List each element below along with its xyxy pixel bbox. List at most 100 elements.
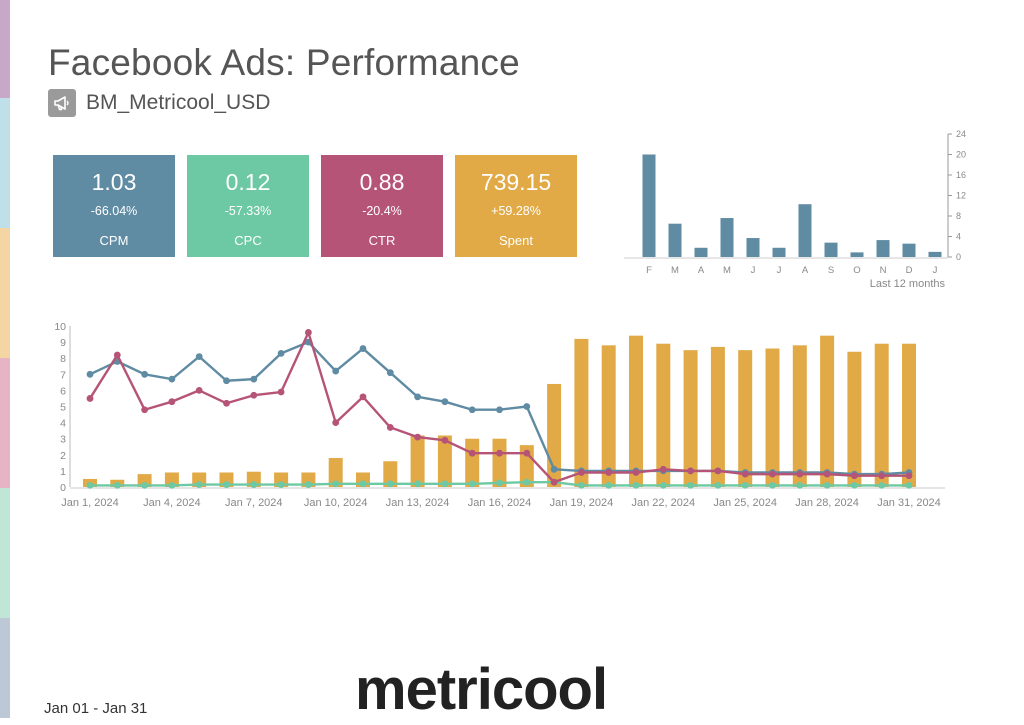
mini-bar xyxy=(824,242,838,257)
daily-bar xyxy=(246,471,261,487)
kpi-value: 0.12 xyxy=(225,169,271,195)
series-point xyxy=(250,481,258,488)
daily-bar xyxy=(902,343,916,487)
series-point xyxy=(305,481,312,488)
series-point xyxy=(113,481,121,489)
series-point xyxy=(496,449,503,457)
series-point xyxy=(305,329,312,336)
kpi-value: 0.88 xyxy=(359,169,405,195)
series-point xyxy=(523,478,531,486)
main-x-tick-label: Jan 25, 2024 xyxy=(713,497,777,509)
main-x-tick-label: Jan 19, 2024 xyxy=(550,497,614,509)
main-y-tick-label: 1 xyxy=(60,466,66,478)
strip-segment-2 xyxy=(0,98,10,228)
kpi-label: Spent xyxy=(499,233,533,248)
series-point xyxy=(769,481,776,489)
kpi-change: +59.28% xyxy=(491,204,541,218)
daily-bar xyxy=(192,472,207,487)
main-x-tick-label: Jan 7, 2024 xyxy=(225,497,283,509)
series-point xyxy=(523,449,531,457)
daily-bar xyxy=(383,461,398,487)
main-x-tick-label: Jan 1, 2024 xyxy=(61,497,119,509)
mini-chart-caption: Last 12 months xyxy=(870,278,946,290)
series-point xyxy=(605,469,613,476)
series-point xyxy=(714,467,722,475)
series-point xyxy=(195,353,203,360)
side-color-strip xyxy=(0,0,10,718)
series-point xyxy=(386,480,394,488)
series-point xyxy=(332,367,340,375)
series-point xyxy=(905,472,913,480)
series-point xyxy=(605,481,613,489)
page-title: Facebook Ads: Performance xyxy=(48,42,520,83)
mini-x-tick-label: A xyxy=(802,265,809,276)
series-point xyxy=(250,375,258,383)
kpi-change: -57.33% xyxy=(224,204,272,218)
series-point xyxy=(168,398,176,406)
series-point xyxy=(878,481,886,489)
mini-y-tick-label: 0 xyxy=(956,252,961,262)
kpi-ctr-card: 0.88 -20.4% CTR xyxy=(321,155,443,257)
mini-bar xyxy=(694,247,708,257)
mini-x-tick-label: N xyxy=(880,265,887,276)
mini-x-tick-label: M xyxy=(671,265,679,276)
series-point xyxy=(168,481,176,489)
series-point xyxy=(741,481,749,489)
daily-bar xyxy=(219,472,234,487)
mini-x-tick-label: F xyxy=(646,265,652,276)
kpi-value: 739.15 xyxy=(480,169,552,195)
series-point xyxy=(496,406,503,414)
account-name: BM_Metricool_USD xyxy=(86,91,271,114)
mini-y-tick-label: 8 xyxy=(956,211,961,221)
mini-bar xyxy=(772,247,786,257)
series-point xyxy=(550,478,558,486)
main-y-tick-label: 0 xyxy=(60,482,66,494)
daily-bar xyxy=(465,438,480,487)
main-x-tick-label: Jan 28, 2024 xyxy=(795,497,859,509)
kpi-change: -20.4% xyxy=(362,204,402,218)
mini-x-tick-label: J xyxy=(933,265,938,276)
mini-y-tick-label: 4 xyxy=(956,232,961,242)
series-point xyxy=(359,345,367,352)
series-point xyxy=(496,479,503,487)
series-point xyxy=(823,481,831,489)
series-point xyxy=(441,398,449,406)
main-y-tick-label: 5 xyxy=(60,402,66,414)
main-y-tick-label: 6 xyxy=(60,385,66,397)
series-point xyxy=(195,481,203,488)
series-point xyxy=(659,465,667,473)
main-x-tick-label: Jan 22, 2024 xyxy=(631,497,695,509)
series-point xyxy=(441,436,449,444)
series-point xyxy=(277,388,285,396)
mini-x-tick-label: S xyxy=(828,265,834,276)
strip-segment-6 xyxy=(0,618,10,718)
series-point xyxy=(277,349,285,357)
series-point xyxy=(905,481,913,489)
series-point xyxy=(632,469,640,476)
mini-y-tick-label: 20 xyxy=(956,150,966,160)
series-point xyxy=(113,351,121,359)
kpi-change: -66.04% xyxy=(90,204,138,218)
main-x-tick-label: Jan 13, 2024 xyxy=(386,497,450,509)
series-point xyxy=(414,433,421,441)
daily-bar xyxy=(792,345,807,487)
mini-x-tick-label: M xyxy=(723,265,731,276)
strip-segment-1 xyxy=(0,0,10,98)
series-point xyxy=(687,481,694,489)
metricool-logo: metricool xyxy=(355,657,608,722)
main-y-tick-label: 2 xyxy=(60,450,66,462)
series-point xyxy=(223,481,230,488)
daily-bar xyxy=(492,438,507,487)
date-range: Jan 01 - Jan 31 xyxy=(44,700,148,717)
series-point xyxy=(168,375,176,383)
mini-x-tick-label: J xyxy=(751,265,756,276)
series-point xyxy=(332,419,340,426)
series-point xyxy=(468,480,476,488)
series-point xyxy=(851,472,858,480)
series-point xyxy=(414,480,421,488)
mini-bar xyxy=(668,223,682,257)
main-y-tick-label: 4 xyxy=(60,418,66,430)
series-point xyxy=(86,395,94,402)
strip-segment-5 xyxy=(0,488,10,618)
